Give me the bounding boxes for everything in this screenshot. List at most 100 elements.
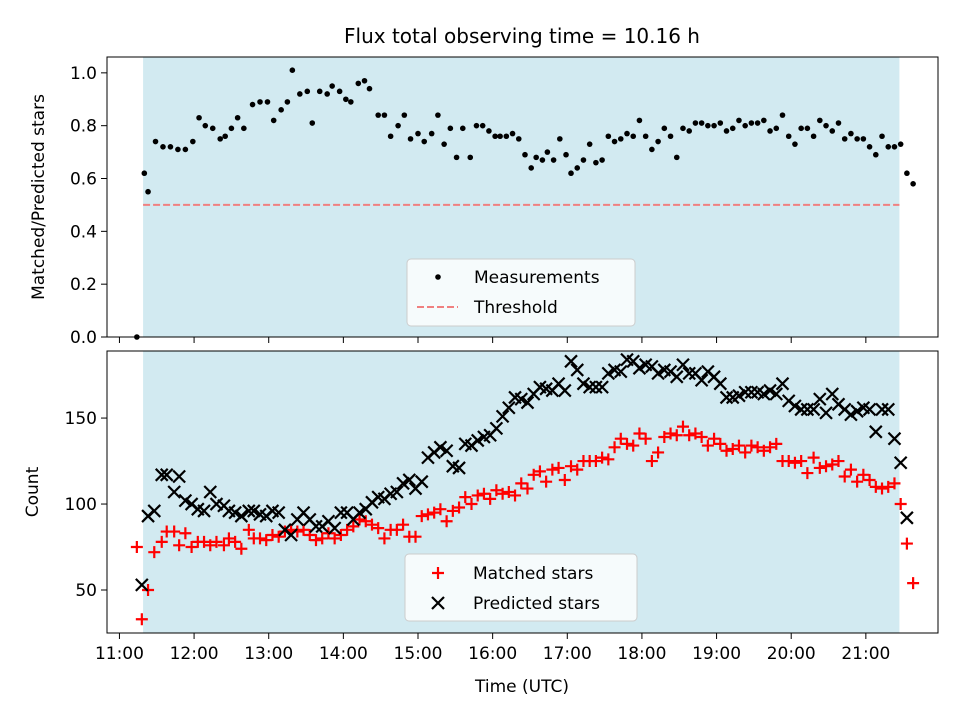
predicted-star-point [520,395,535,410]
measurement-point [336,88,343,95]
measurement-point [686,128,692,134]
predicted-star-point [433,440,448,455]
matched-star-point [882,480,895,493]
measurement-point [910,180,916,187]
matched-star-point [328,532,341,545]
predicted-star-point [875,402,889,417]
predicted-star-point [352,505,367,520]
measurement-point [860,136,867,142]
measurement-point [854,136,860,142]
matched-star-point [832,455,845,468]
measurement-point [698,120,705,126]
measurement-point [729,125,736,132]
measurement-point [804,125,811,132]
matched-star-point [484,492,497,505]
predicted-star-point [788,399,802,413]
x-tick-label: 13:00 [244,644,293,664]
matched-star-point [173,539,186,552]
measurement-point [711,122,717,129]
measurement-point [375,112,381,118]
predicted-star-point [402,473,417,487]
matched-star-point [477,487,490,500]
measurement-point [891,144,898,150]
measurement-point [395,122,401,129]
measurement-point [810,133,817,140]
matched-star-point [148,546,161,559]
y-tick-label: 0.4 [70,222,97,242]
matched-star-point [907,577,920,590]
matched-star-point [838,470,851,483]
measurement-point [152,138,159,145]
measurement-point [309,120,316,126]
matched-star-point [869,480,882,493]
matched-star-point [894,498,907,511]
matched-star-point [627,439,640,452]
measurement-point [624,130,630,137]
x-tick-label: 12:00 [170,644,219,664]
predicted-star-point [489,421,504,436]
measurement-point [217,136,224,142]
measurement-point [829,128,836,134]
measurement-point [754,120,761,126]
measurement-point [673,154,680,161]
matched-star-point [421,508,434,521]
measurement-point [270,117,277,124]
matched-star-point [900,537,913,550]
x-tick-label: 17:00 [543,644,592,664]
matched-star-point [490,484,503,497]
count-legend-box [404,553,638,622]
measurement-point [486,128,492,134]
x-tick-label: 15:00 [394,644,443,664]
predicted-star-point [197,504,211,518]
chart-title: Flux total observing time = 10.16 h [344,24,700,48]
matched-star-point [620,437,633,450]
predicted-star-point [495,409,510,424]
count-y-ticks: 50 100 150 [65,409,107,601]
ratio-legend: Measurements Threshold [406,258,636,327]
measurement-point [241,125,247,132]
predicted-star-point [271,505,286,520]
ratio-legend-box [406,258,636,327]
matched-star-point [751,441,764,454]
matched-star-point [844,463,857,476]
measurement-point [343,96,349,103]
matched-star-point [509,489,522,502]
matched-star-point [745,439,758,452]
matched-star-point [179,527,192,540]
predicted-star-point [744,385,759,400]
matched-star-point [826,458,839,471]
matched-star-point [242,523,255,536]
measurement-point [544,149,551,155]
legend-predicted-label: Predicted stars [473,594,600,614]
matched-star-point [602,453,615,466]
matched-star-point [664,427,677,440]
measurement-point [361,77,368,84]
predicted-star-point [757,387,771,401]
measurement-point [297,91,303,97]
legend-predicted-marker [431,596,445,610]
measurement-point [835,120,842,126]
measurement-point [459,125,466,132]
measurement-point [748,120,755,126]
predicted-star-point [794,402,808,417]
measurement-point [661,125,668,132]
measurement-point [792,141,798,147]
predicted-star-point [844,407,858,422]
matched-star-point [888,477,901,490]
count-x-ticks: 11:00 12:00 13:00 14:00 15:00 16:00 17:00 18:00… [95,633,890,664]
x-tick-label: 14:00 [319,644,368,664]
matched-star-point [658,430,671,443]
measurement-point [329,83,335,89]
matched-star-point [683,429,696,442]
predicted-star-point [719,390,734,405]
x-axis-label: Time (UTC) [474,677,569,697]
matched-star-point [540,475,553,488]
measurement-point [467,154,474,161]
x-tick-label: 20:00 [767,644,816,664]
predicted-star-point [806,402,821,417]
predicted-star-point [632,361,647,375]
measurement-point [680,125,686,132]
matched-star-point [130,541,143,554]
measurement-point [655,138,661,145]
